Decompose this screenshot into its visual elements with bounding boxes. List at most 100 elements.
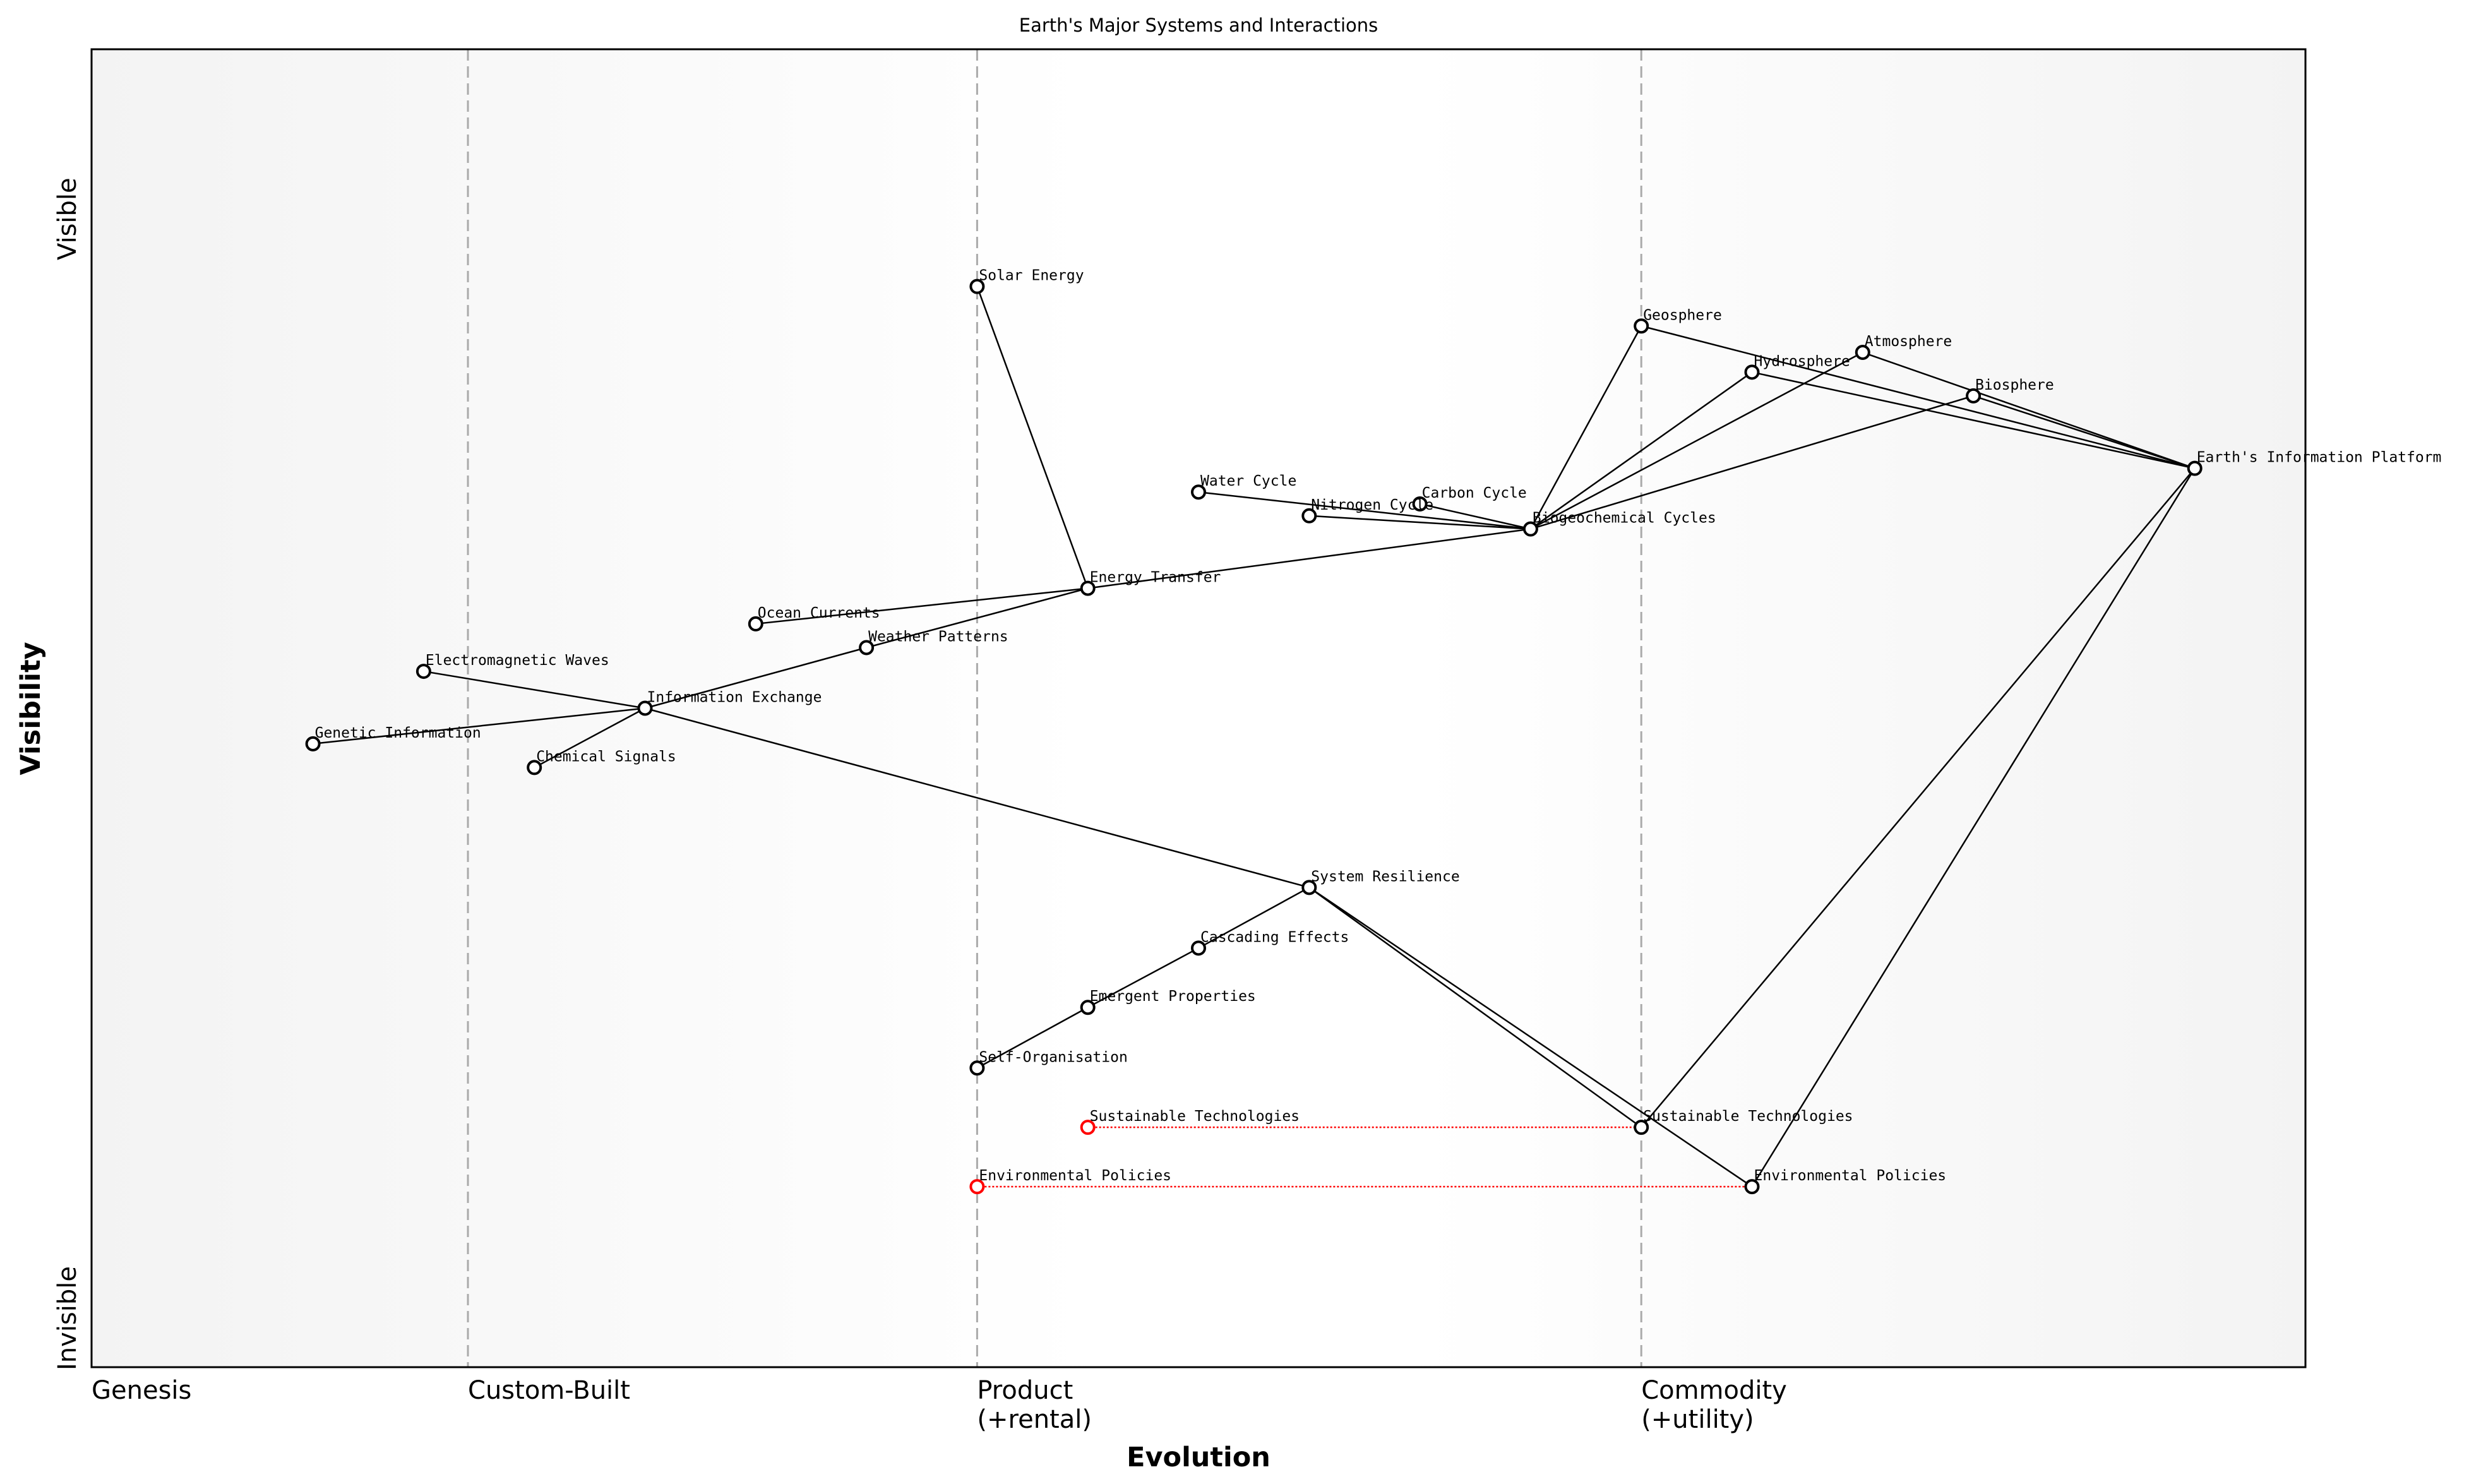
x-axis-label: Evolution xyxy=(1127,1442,1270,1473)
component-hydro[interactable]: Hydrosphere xyxy=(1744,353,1850,380)
component-label: System Resilience xyxy=(1311,868,1459,885)
component-marker[interactable] xyxy=(2187,460,2203,476)
component-casc[interactable]: Cascading Effects xyxy=(1191,929,1349,956)
link-resil-env xyxy=(1308,887,1753,1188)
link-eip-sust xyxy=(1641,467,2196,1128)
component-eip[interactable]: Earth's Information Platform xyxy=(2187,450,2442,476)
link-hydro-eip xyxy=(1752,371,2195,469)
component-marker[interactable] xyxy=(305,736,321,751)
component-marker[interactable] xyxy=(1634,318,1649,334)
component-marker[interactable] xyxy=(1080,1000,1096,1015)
link-nitrogen-biogeo xyxy=(1309,515,1531,530)
component-label: Information Exchange xyxy=(647,690,822,706)
link-water-biogeo xyxy=(1198,491,1531,530)
component-marker[interactable] xyxy=(969,278,985,294)
x-tick-label: Product (+rental) xyxy=(977,1376,1092,1434)
component-label: Solar Energy xyxy=(979,268,1084,284)
link-emerg-selforg xyxy=(976,1007,1089,1069)
component-marker[interactable] xyxy=(969,1179,985,1195)
component-label: Sustainable Technologies xyxy=(1090,1108,1300,1125)
component-selforg[interactable]: Self-Organisation xyxy=(969,1049,1128,1076)
component-label: Self-Organisation xyxy=(979,1049,1127,1065)
component-label: Environmental Policies xyxy=(1754,1168,1947,1184)
component-marker[interactable] xyxy=(1191,940,1206,956)
y-tick-visible: Visible xyxy=(53,177,82,260)
component-carbon[interactable]: Carbon Cycle xyxy=(1412,485,1527,512)
component-label: Environmental Policies xyxy=(979,1168,1171,1184)
component-label: Emergent Properties xyxy=(1090,988,1256,1005)
component-marker[interactable] xyxy=(859,640,875,655)
component-marker[interactable] xyxy=(1412,496,1428,512)
link-geo-biogeo xyxy=(1529,325,1642,530)
component-label: Geosphere xyxy=(1643,307,1722,323)
component-resil[interactable]: System Resilience xyxy=(1301,868,1460,895)
component-marker[interactable] xyxy=(1080,1120,1096,1135)
component-marker[interactable] xyxy=(748,616,763,631)
component-label: Sustainable Technologies xyxy=(1643,1108,1853,1125)
component-water[interactable]: Water Cycle xyxy=(1191,473,1296,500)
component-biogeo[interactable]: Biogeochemical Cycles xyxy=(1522,510,1716,537)
link-bio-biogeo xyxy=(1530,395,1974,530)
plot-background xyxy=(92,49,2305,1367)
component-marker[interactable] xyxy=(1522,521,1538,537)
component-geo[interactable]: Geosphere xyxy=(1634,307,1722,334)
component-label: Energy Transfer xyxy=(1090,570,1221,586)
link-atmo-biogeo xyxy=(1530,351,1863,530)
link-energy-ocean xyxy=(755,587,1088,625)
component-label: Weather Patterns xyxy=(868,628,1008,645)
component-marker[interactable] xyxy=(637,700,653,716)
component-label: Biogeochemical Cycles xyxy=(1533,510,1716,527)
component-label: Carbon Cycle xyxy=(1422,485,1527,501)
component-label: Water Cycle xyxy=(1200,473,1296,489)
component-marker[interactable] xyxy=(1301,508,1317,524)
component-info[interactable]: Information Exchange xyxy=(637,690,822,716)
component-label: Chemical Signals xyxy=(536,748,676,765)
component-marker[interactable] xyxy=(1191,484,1206,500)
component-atmo[interactable]: Atmosphere xyxy=(1855,333,1952,361)
component-ocean[interactable]: Ocean Currents xyxy=(748,605,880,631)
component-marker[interactable] xyxy=(1080,580,1096,596)
y-axis-label: Visibility xyxy=(15,642,47,775)
component-solar[interactable]: Solar Energy xyxy=(969,268,1084,294)
component-marker[interactable] xyxy=(1301,880,1317,895)
plot-frame xyxy=(90,48,2307,1368)
component-label: Earth's Information Platform xyxy=(2197,450,2442,466)
component-marker[interactable] xyxy=(527,760,542,775)
component-marker[interactable] xyxy=(969,1060,985,1076)
component-label: Atmosphere xyxy=(1865,333,1952,350)
component-marker[interactable] xyxy=(415,664,431,679)
component-marker[interactable] xyxy=(1855,345,1870,361)
link-bio-eip xyxy=(1973,395,2196,469)
link-genetic-info xyxy=(313,707,645,745)
component-sust[interactable]: Sustainable Technologies xyxy=(1634,1108,1853,1135)
component-env[interactable]: Environmental Policies xyxy=(1744,1168,1947,1195)
link-eip-env xyxy=(1751,468,2196,1187)
link-hydro-biogeo xyxy=(1530,371,1753,530)
component-marker[interactable] xyxy=(1634,1120,1649,1135)
component-marker[interactable] xyxy=(1744,364,1760,380)
x-tick-label: Genesis xyxy=(92,1376,191,1405)
component-label: Hydrosphere xyxy=(1754,353,1850,369)
link-info-resil xyxy=(645,707,1310,889)
link-weather-info xyxy=(645,647,867,709)
component-label: Ocean Currents xyxy=(758,605,880,621)
component-sust_old[interactable]: Sustainable Technologies xyxy=(1080,1108,1300,1135)
link-carbon-biogeo xyxy=(1420,503,1531,530)
component-nitrogen[interactable]: Nitrogen Cycle xyxy=(1301,497,1433,524)
component-chem[interactable]: Chemical Signals xyxy=(527,748,676,775)
component-genetic[interactable]: Genetic Information xyxy=(305,725,481,751)
component-em[interactable]: Electromagnetic Waves xyxy=(415,652,609,679)
component-marker[interactable] xyxy=(1966,388,1982,404)
link-atmo-eip xyxy=(1862,351,2196,469)
component-env_old[interactable]: Environmental Policies xyxy=(969,1168,1171,1195)
component-label: Biosphere xyxy=(1975,377,2054,393)
x-tick-label: Custom-Built xyxy=(468,1376,630,1405)
x-tick-label: Commodity (+utility) xyxy=(1641,1376,1787,1434)
component-weather[interactable]: Weather Patterns xyxy=(859,628,1008,655)
component-bio[interactable]: Biosphere xyxy=(1966,377,2054,404)
component-label: Electromagnetic Waves xyxy=(426,652,609,669)
component-emerg[interactable]: Emergent Properties xyxy=(1080,988,1256,1015)
component-energy[interactable]: Energy Transfer xyxy=(1080,570,1221,596)
link-chem-info xyxy=(534,707,646,769)
component-marker[interactable] xyxy=(1744,1179,1760,1195)
